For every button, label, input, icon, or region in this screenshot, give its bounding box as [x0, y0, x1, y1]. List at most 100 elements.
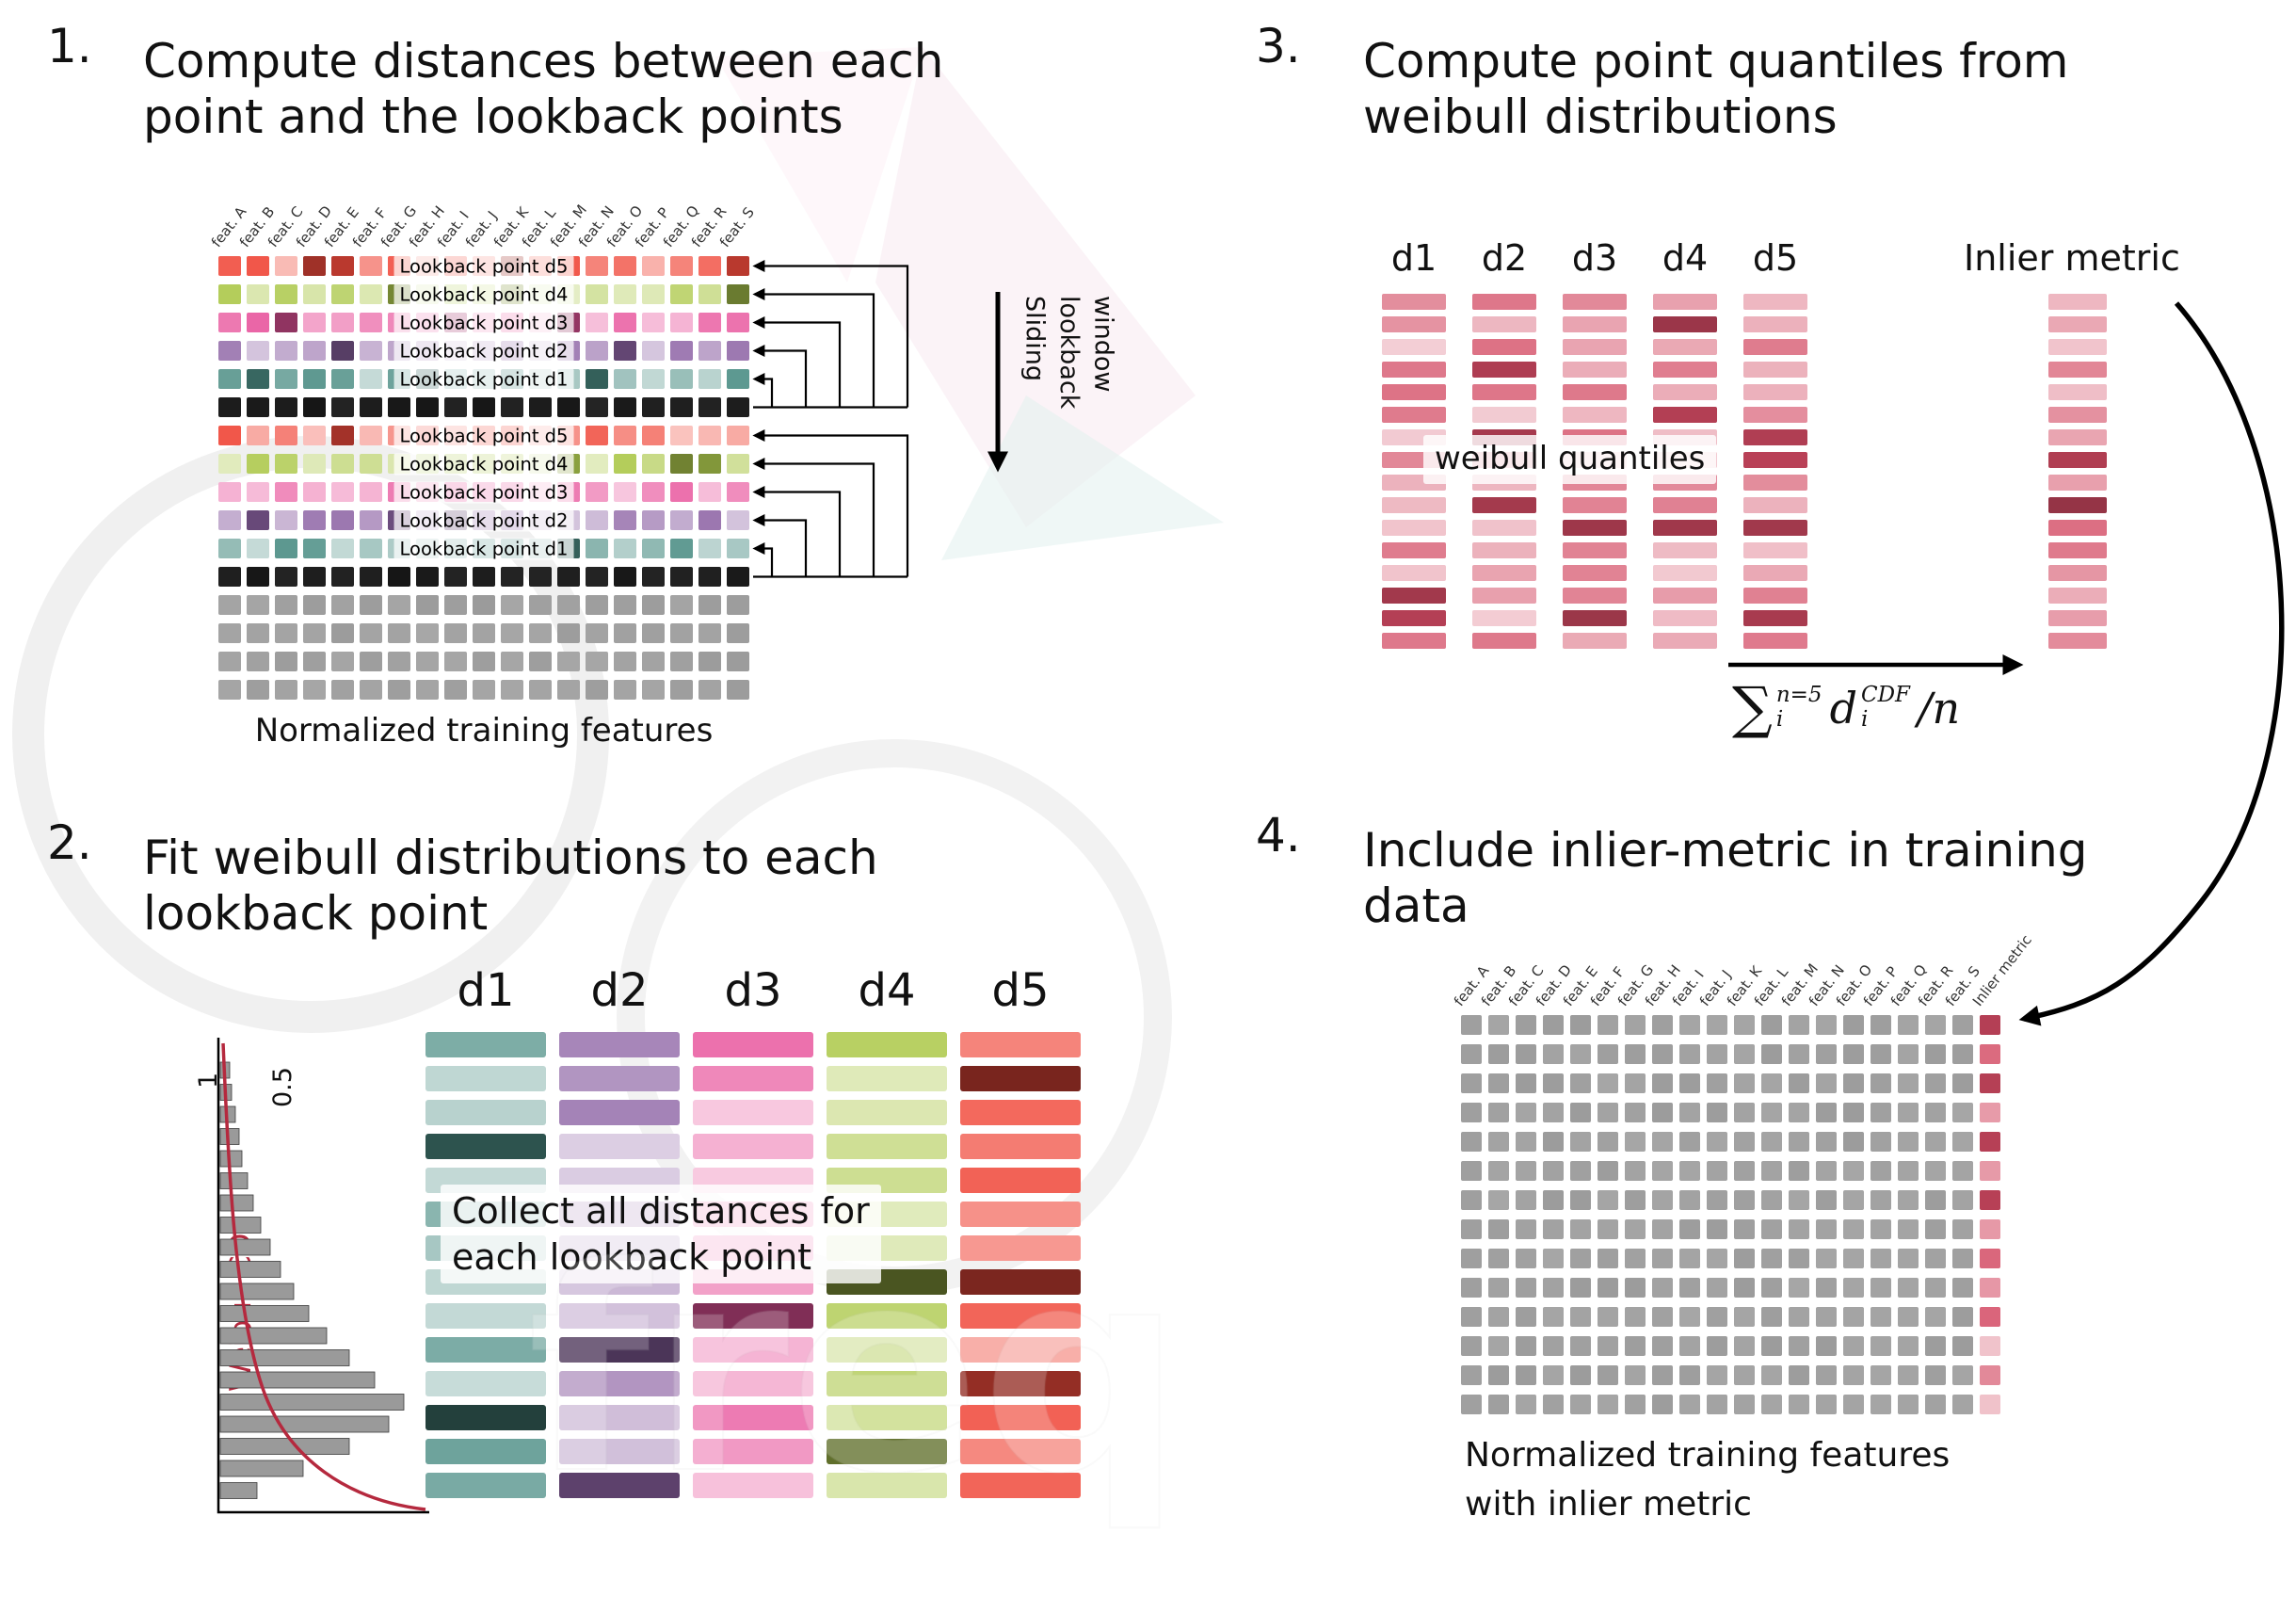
- distance-bar: [827, 1439, 947, 1464]
- quantile-bar: [1472, 362, 1536, 378]
- feature-cell: [1625, 1278, 1646, 1298]
- feature-cell: [275, 680, 297, 700]
- feature-cell: [360, 397, 382, 417]
- inlier-bar: [2048, 407, 2107, 423]
- feature-cell: [727, 284, 749, 304]
- inlier-cell: [1980, 1249, 2000, 1268]
- feature-cell: [1761, 1015, 1782, 1035]
- training-feature-grid: Lookback point d5 Lookback point d4 Lookba…: [218, 255, 749, 708]
- feature-cell: [727, 510, 749, 530]
- distance-labels-panel2: d1 d2 d3 d4 d5: [425, 964, 1081, 1017]
- quantile-bar: [1472, 565, 1536, 581]
- feature-cell: [1925, 1395, 1946, 1414]
- feature-cell: [727, 595, 749, 615]
- training-row: [1461, 1190, 2000, 1210]
- quantile-bar: [1563, 520, 1627, 536]
- feature-cell: [698, 284, 721, 304]
- quantile-bar: [1382, 588, 1446, 604]
- feature-cell: [1734, 1044, 1755, 1064]
- quantile-bar: [1743, 633, 1807, 649]
- feature-cell: [670, 313, 693, 332]
- quantile-bar: [1382, 362, 1446, 378]
- feature-cell: [1871, 1103, 1891, 1122]
- feature-cell: [1761, 1044, 1782, 1064]
- feature-cell: [1543, 1015, 1564, 1035]
- feature-cell: [586, 652, 608, 671]
- inlier-bar: [2048, 316, 2107, 332]
- distance-bar: [559, 1405, 680, 1430]
- feature-cell: [1543, 1073, 1564, 1093]
- lookback-row-label: Lookback point d5: [393, 255, 574, 277]
- collect-distances-note: Collect all distances for each lookback …: [441, 1185, 881, 1284]
- distance-bar: [827, 1405, 947, 1430]
- training-grid-with-inlier: [1461, 1015, 2000, 1424]
- training-row: [1461, 1073, 2000, 1093]
- feature-cell: [642, 595, 665, 615]
- feature-cell: [247, 426, 269, 445]
- feature-cell: [275, 539, 297, 558]
- training-row: [1461, 1015, 2000, 1035]
- feature-cell: [360, 454, 382, 474]
- feature-cell: [557, 595, 580, 615]
- feature-cell: [557, 680, 580, 700]
- feature-cell: [1461, 1395, 1482, 1414]
- distance-label-d5: d5: [991, 964, 1050, 1017]
- feature-cell: [303, 652, 326, 671]
- feature-cell: [1461, 1190, 1482, 1210]
- quantile-bar: [1743, 565, 1807, 581]
- feature-cell: [1952, 1190, 1973, 1210]
- feature-cell: [727, 567, 749, 587]
- feature-cell: [642, 454, 665, 474]
- distance-bar: [559, 1303, 680, 1329]
- feature-cell: [1598, 1190, 1618, 1210]
- inlier-bar: [2048, 542, 2107, 558]
- feature-cell: [303, 454, 326, 474]
- feature-cell: [218, 623, 241, 643]
- feature-cell: [1707, 1132, 1727, 1152]
- feature-cell: [1871, 1336, 1891, 1356]
- feature-cell: [247, 539, 269, 558]
- feature-cell: [1761, 1073, 1782, 1093]
- histogram-bar: [219, 1394, 405, 1411]
- feature-cell: [1652, 1219, 1673, 1239]
- feature-cell: [1898, 1365, 1919, 1385]
- lookback-arrow: [752, 542, 774, 577]
- feature-cell: [331, 341, 354, 361]
- feature-cell: [1761, 1190, 1782, 1210]
- feature-cell: [1570, 1132, 1591, 1152]
- feature-cell: [360, 341, 382, 361]
- feature-cell: [529, 623, 552, 643]
- feature-cell: [1488, 1219, 1509, 1239]
- feature-cell: [586, 595, 608, 615]
- feature-cell: [1816, 1307, 1837, 1327]
- feature-cell: [1679, 1073, 1700, 1093]
- quantile-bar: [1653, 316, 1717, 332]
- quantile-bar: [1743, 362, 1807, 378]
- feature-cell: [1652, 1161, 1673, 1181]
- quantile-bar: [1743, 610, 1807, 626]
- feature-cell: [247, 313, 269, 332]
- distance-bar: [960, 1337, 1081, 1363]
- feature-cell: [303, 567, 326, 587]
- feature-cell: [360, 369, 382, 389]
- feature-cell: [1925, 1307, 1946, 1327]
- distance-bar: [693, 1032, 813, 1057]
- feature-cell: [614, 595, 636, 615]
- feature-cell: [444, 567, 467, 587]
- feature-row-d1: Lookback point d1: [218, 538, 749, 559]
- feature-cell: [1816, 1190, 1837, 1210]
- feature-cell: [1816, 1278, 1837, 1298]
- quantile-bar: [1472, 294, 1536, 310]
- histogram-bar: [219, 1150, 243, 1168]
- feature-cell: [586, 313, 608, 332]
- feature-cell: [1816, 1161, 1837, 1181]
- feature-cell: [727, 397, 749, 417]
- feature-cell: [1679, 1044, 1700, 1064]
- feature-cell: [501, 397, 523, 417]
- feature-cell: [586, 680, 608, 700]
- distance-bar: [559, 1371, 680, 1396]
- feature-cell: [275, 284, 297, 304]
- training-row: [1461, 1249, 2000, 1268]
- inlier-bar: [2048, 452, 2107, 468]
- feature-cell: [1625, 1190, 1646, 1210]
